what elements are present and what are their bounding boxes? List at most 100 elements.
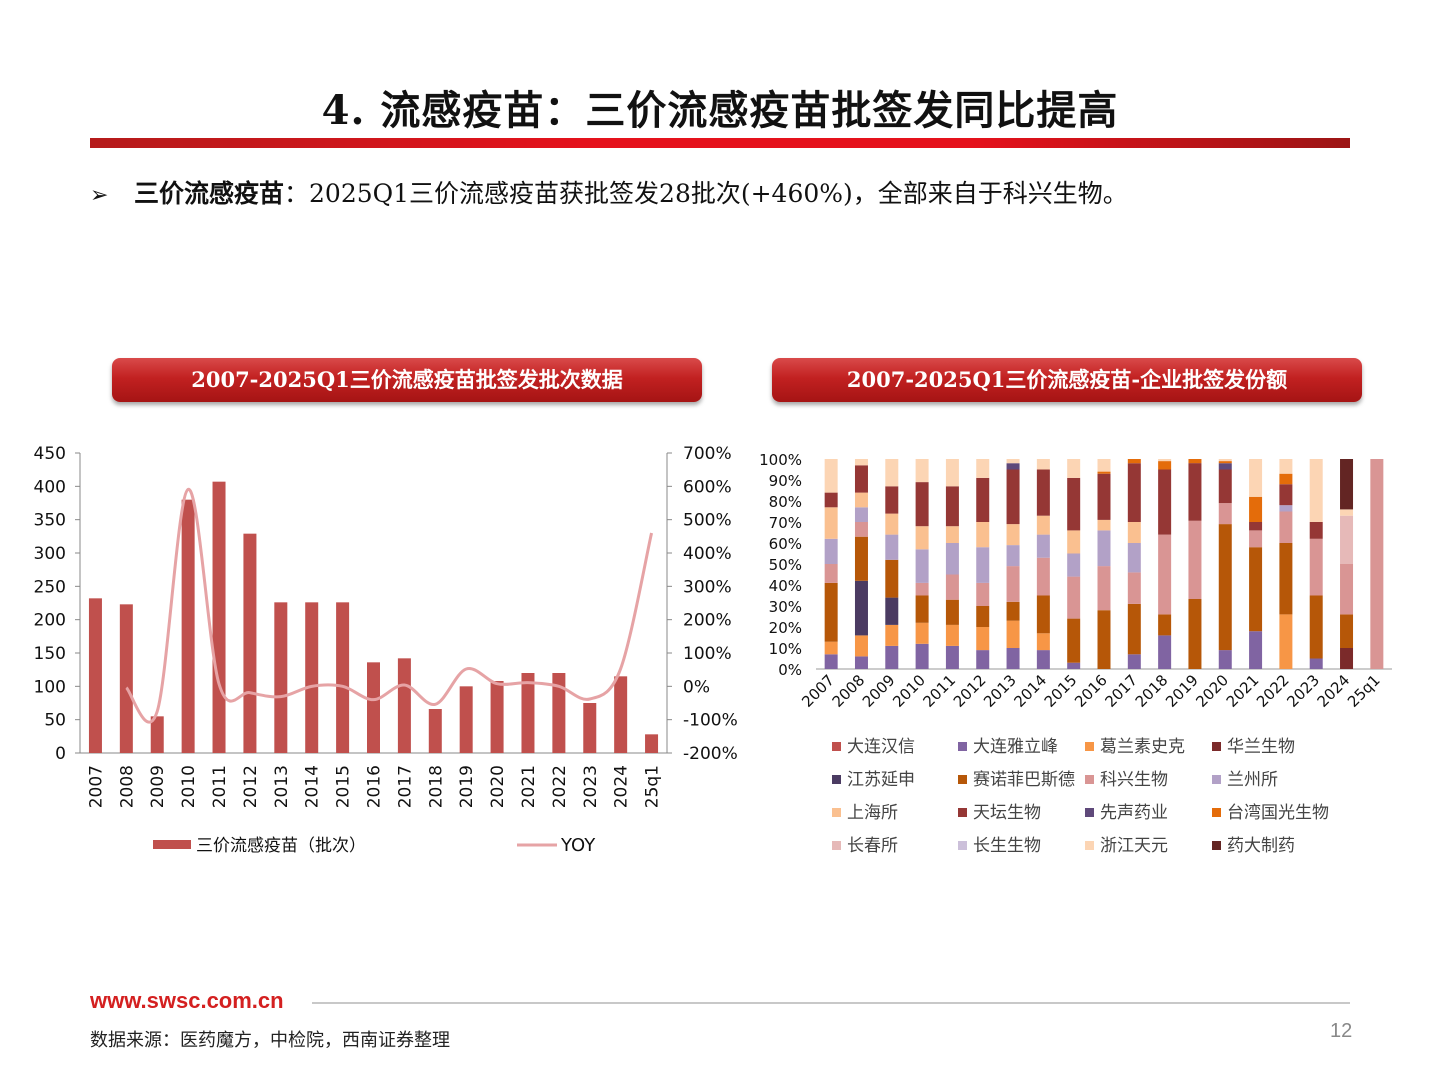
share-x-tick-label: 2023 <box>1283 671 1323 711</box>
x-tick-label: 2010 <box>179 765 199 808</box>
stack-segment <box>945 624 959 646</box>
stack-segment <box>1188 599 1202 669</box>
stack-segment <box>885 559 899 598</box>
footer-url[interactable]: www.swsc.com.cn <box>90 988 284 1013</box>
bullet-lead: 三价流感疫苗 <box>134 179 285 208</box>
stack-segment <box>1006 459 1020 464</box>
bar <box>614 676 628 753</box>
stack-segment <box>854 459 868 466</box>
right-tick-label: 700% <box>683 444 732 464</box>
stack-segment <box>1006 469 1020 525</box>
stack-segment <box>1218 469 1232 504</box>
stack-segment <box>1158 461 1172 470</box>
legend-swatch <box>958 775 967 784</box>
left-tick-label: 350 <box>34 511 66 531</box>
stack-segment <box>885 486 899 514</box>
bar <box>459 686 473 753</box>
x-tick-label: 2019 <box>457 765 477 808</box>
share-x-tick-label: 2022 <box>1253 671 1293 711</box>
legend-swatch <box>1212 841 1221 850</box>
x-tick-label: 2007 <box>86 765 106 808</box>
left-tick-label: 450 <box>34 444 66 464</box>
share-tick-label: 10% <box>769 640 802 658</box>
stack-segment <box>1340 614 1354 648</box>
legend-label: 浙江天元 <box>1100 836 1168 856</box>
stack-segment <box>915 459 929 483</box>
stack-segment <box>1097 473 1111 520</box>
right-tick-label: -100% <box>683 711 738 731</box>
legend-swatch <box>958 742 967 751</box>
legend-swatch <box>832 775 841 784</box>
share-x-tick-label: 2019 <box>1162 671 1202 711</box>
legend-swatch <box>832 841 841 850</box>
stack-segment <box>1067 530 1081 554</box>
legend-swatch <box>1085 808 1094 817</box>
legend-bar-swatch <box>153 840 191 849</box>
stack-segment <box>945 486 959 527</box>
stack-segment <box>854 580 868 636</box>
stack-segment <box>885 459 899 487</box>
legend-swatch <box>1212 808 1221 817</box>
share-x-tick-label: 2020 <box>1192 671 1232 711</box>
stack-segment <box>1279 614 1293 669</box>
stack-segment <box>1006 648 1020 669</box>
share-x-tick-label: 2014 <box>1010 671 1050 711</box>
right-tick-label: 400% <box>683 544 732 564</box>
stack-segment <box>1067 662 1081 669</box>
share-x-tick-label: 2017 <box>1101 671 1141 711</box>
legend-label: 药大制药 <box>1227 836 1295 856</box>
stack-segment <box>976 606 990 627</box>
stack-segment <box>976 627 990 651</box>
share-tick-label: 100% <box>759 451 802 469</box>
legend-label: 科兴生物 <box>1100 770 1168 790</box>
bar <box>243 533 257 753</box>
legend-yoy-label: YOY <box>560 835 596 856</box>
share-x-tick-label: 2021 <box>1223 671 1263 711</box>
stack-segment <box>1218 463 1232 470</box>
stack-segment <box>1309 658 1323 669</box>
left-tick-label: 0 <box>55 744 66 764</box>
stack-segment <box>945 645 959 669</box>
x-tick-label: 2015 <box>334 765 354 808</box>
left-tick-label: 50 <box>44 711 66 731</box>
stack-segment <box>1218 524 1232 651</box>
stack-segment <box>1309 459 1323 522</box>
bar <box>274 602 288 753</box>
right-tick-label: 600% <box>683 477 732 497</box>
stack-segment <box>854 536 868 581</box>
share-x-tick-label: 2010 <box>889 671 929 711</box>
stack-segment <box>1158 469 1172 535</box>
stack-segment <box>1036 459 1050 470</box>
share-x-tick-label: 2018 <box>1132 671 1172 711</box>
stack-segment <box>1006 463 1020 470</box>
left-tick-label: 300 <box>34 544 66 564</box>
stack-segment <box>1036 595 1050 634</box>
share-x-tick-label: 2013 <box>980 671 1020 711</box>
stack-segment <box>1127 463 1141 522</box>
stack-segment <box>915 622 929 644</box>
legend-label: 赛诺菲巴斯德 <box>973 769 1075 790</box>
bullet-arrow-icon: ➢ <box>90 183 109 208</box>
x-tick-label: 2008 <box>117 765 137 808</box>
stack-segment <box>1249 459 1263 497</box>
stack-segment <box>1067 459 1081 478</box>
stack-segment <box>1036 515 1050 535</box>
legend-label: 大连汉信 <box>847 737 915 757</box>
x-tick-label: 2022 <box>550 765 570 808</box>
stack-segment <box>1097 519 1111 531</box>
share-x-tick-label: 2009 <box>859 671 899 711</box>
x-tick-label: 2018 <box>426 765 446 808</box>
share-x-tick-label: 2012 <box>950 671 990 711</box>
share-tick-label: 60% <box>769 535 802 553</box>
stack-segment <box>945 459 959 487</box>
bar <box>552 673 566 753</box>
stack-segment <box>976 477 990 522</box>
stack-segment <box>1188 463 1202 521</box>
bar <box>212 481 226 753</box>
stack-segment <box>824 582 838 642</box>
left-tick-label: 400 <box>34 477 66 497</box>
stack-segment <box>1158 534 1172 615</box>
share-x-tick-label: 2007 <box>798 671 838 711</box>
stack-segment <box>915 595 929 623</box>
legend-label: 长生生物 <box>973 836 1041 856</box>
